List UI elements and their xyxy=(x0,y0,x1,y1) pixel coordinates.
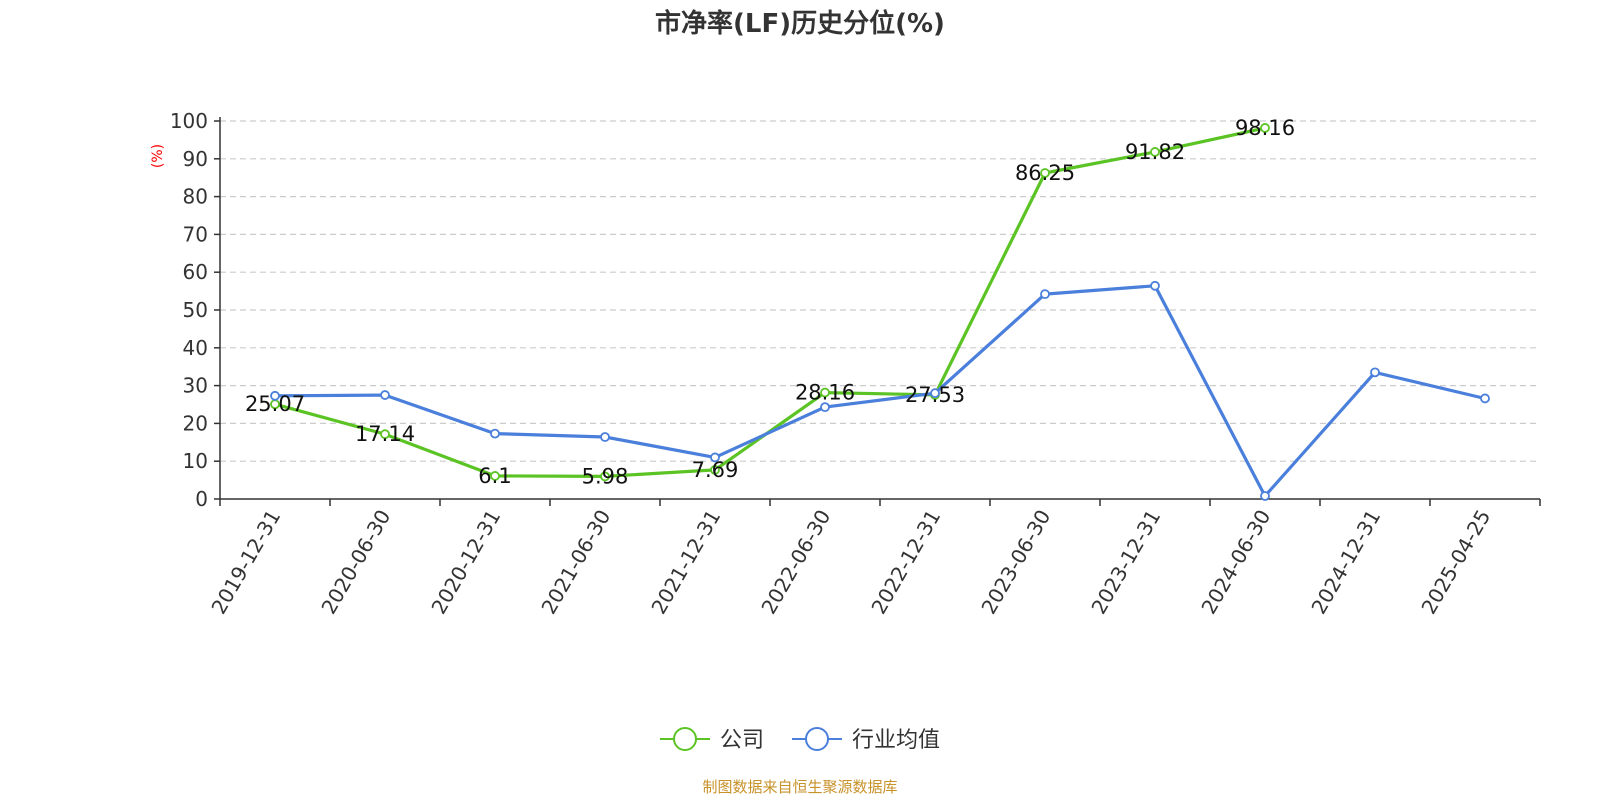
data-point xyxy=(600,471,610,482)
data-point xyxy=(380,390,390,400)
series-line xyxy=(274,126,1266,478)
data-label: 27.53 xyxy=(905,383,965,407)
y-tick-label: 60 xyxy=(183,260,208,284)
chart-title: 市净率(LF)历史分位(%) xyxy=(655,8,945,39)
data-point xyxy=(600,432,610,442)
series xyxy=(270,123,1490,501)
data-label: 98.16 xyxy=(1235,116,1295,140)
series-line xyxy=(274,284,1486,498)
data-point xyxy=(820,387,830,398)
data-label: 5.98 xyxy=(582,464,629,488)
data-point xyxy=(1260,491,1270,501)
data-label: 86.25 xyxy=(1015,161,1075,185)
x-tick-label: 2025-04-25 xyxy=(1416,506,1495,619)
data-point xyxy=(710,452,720,463)
x-tick-label: 2023-12-31 xyxy=(1086,506,1165,619)
data-point xyxy=(380,429,390,440)
axes: 0 10 20 30 40 50 60 70 80 90 100 2019-12-31 2020-06-… xyxy=(170,109,1541,619)
source-note: 制图数据来自恒生聚源数据库 xyxy=(702,778,897,796)
data-point xyxy=(1150,280,1160,291)
legend-marker xyxy=(805,727,829,751)
legend-item: 公司 xyxy=(660,727,764,753)
legend-label: 行业均值 xyxy=(852,728,940,753)
x-tick-label: 2020-12-31 xyxy=(426,506,505,619)
x-tick-label: 2020-06-30 xyxy=(316,506,395,619)
data-label: 7.69 xyxy=(692,458,739,482)
data-point xyxy=(490,428,500,439)
data-label: 28.16 xyxy=(795,381,855,405)
x-tick-label: 2021-12-31 xyxy=(646,506,725,619)
y-tick-label: 30 xyxy=(183,374,208,398)
y-tick-label: 80 xyxy=(183,185,208,209)
legend-item: 行业均值 xyxy=(792,727,940,753)
data-label: 91.82 xyxy=(1125,140,1185,164)
x-tick-label: 2022-06-30 xyxy=(756,506,835,619)
y-axis-unit: (%) xyxy=(150,144,166,168)
y-tick-label: 90 xyxy=(183,147,208,171)
data-point xyxy=(820,402,830,413)
data-point xyxy=(270,390,280,401)
data-point xyxy=(1260,123,1270,133)
data-point xyxy=(710,465,720,475)
data-label: 6.1 xyxy=(478,464,511,488)
x-tick-label: 2021-06-30 xyxy=(536,506,615,619)
legend-label: 公司 xyxy=(720,728,764,753)
x-tick-label: 2022-12-31 xyxy=(866,506,945,619)
y-tick-label: 20 xyxy=(183,411,208,435)
grid xyxy=(220,120,1540,462)
series-industry-average xyxy=(270,280,1490,501)
legend-marker xyxy=(673,727,697,751)
x-tick-label: 2024-06-30 xyxy=(1196,506,1275,619)
data-labels: 25.07 17.14 6.1 5.98 7.69 28.16 27.53 86.25 91.8… xyxy=(245,116,1295,488)
data-point xyxy=(930,388,940,399)
series-company xyxy=(270,123,1270,482)
x-tick-label: 2023-06-30 xyxy=(976,506,1055,619)
data-point xyxy=(1480,393,1490,404)
x-tick-label: 2024-12-31 xyxy=(1306,506,1385,619)
data-label: 25.07 xyxy=(245,392,305,416)
y-tick-label: 100 xyxy=(170,109,208,133)
data-label: 17.14 xyxy=(355,422,415,446)
data-point xyxy=(1040,289,1050,300)
data-point xyxy=(1370,367,1380,378)
y-tick-label: 50 xyxy=(183,298,208,322)
x-tick-label: 2019-12-31 xyxy=(206,506,285,619)
data-point xyxy=(490,471,500,481)
y-tick-label: 70 xyxy=(183,222,208,246)
data-point xyxy=(1040,168,1050,178)
y-tick-label: 0 xyxy=(195,487,208,511)
y-tick-label: 40 xyxy=(183,336,208,360)
data-point xyxy=(1150,147,1160,157)
y-tick-label: 10 xyxy=(183,449,208,473)
legend: 公司 行业均值 xyxy=(660,727,940,753)
